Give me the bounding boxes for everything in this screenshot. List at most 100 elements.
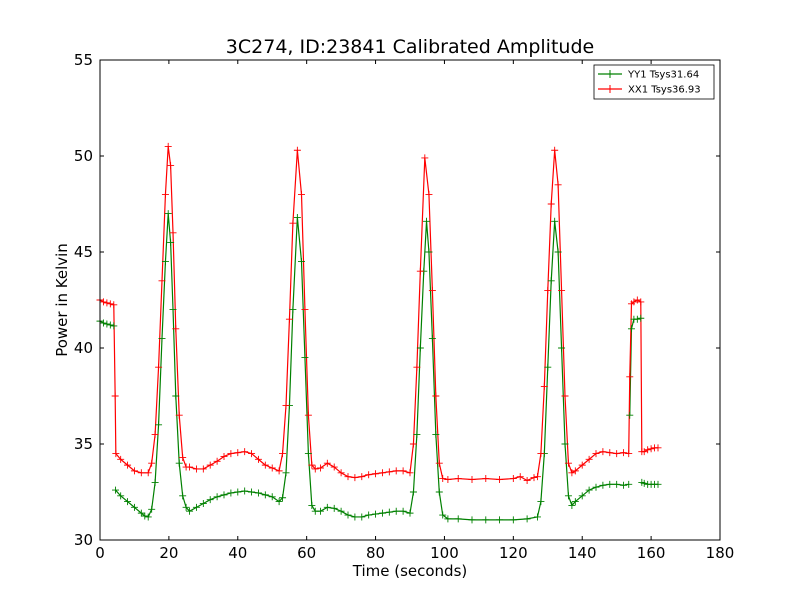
data-point-xx1 <box>544 286 552 294</box>
data-point-xx1 <box>626 373 634 381</box>
data-point-yy1 <box>439 511 447 519</box>
data-point-yy1 <box>409 488 417 496</box>
data-point-yy1 <box>293 213 301 221</box>
data-point-xx1 <box>409 440 417 448</box>
data-point-yy1 <box>406 509 414 517</box>
data-point-xx1 <box>151 430 159 438</box>
data-point-xx1 <box>323 459 331 467</box>
data-point-xx1 <box>509 475 517 483</box>
data-point-yy1 <box>372 510 380 518</box>
x-tick-label: 120 <box>499 544 528 562</box>
data-point-xx1 <box>124 461 132 469</box>
x-tick-label: 160 <box>637 544 666 562</box>
data-point-xx1 <box>432 392 440 400</box>
data-point-xx1 <box>234 449 242 457</box>
y-axis-label: Power in Kelvin <box>53 243 71 357</box>
data-point-yy1 <box>399 507 407 515</box>
data-point-xx1 <box>496 476 504 484</box>
data-point-yy1 <box>316 507 324 515</box>
data-point-yy1 <box>158 334 166 342</box>
data-point-yy1 <box>110 322 118 330</box>
data-point-xx1 <box>530 474 538 482</box>
data-point-yy1 <box>241 487 249 495</box>
data-point-xx1 <box>406 469 414 477</box>
x-tick-label: 100 <box>430 544 459 562</box>
data-point-xx1 <box>106 300 114 308</box>
y-tick-label: 30 <box>74 531 93 549</box>
data-point-yy1 <box>282 469 290 477</box>
x-tick-label: 0 <box>95 544 105 562</box>
data-point-xx1 <box>554 181 562 189</box>
data-point-xx1 <box>540 382 548 390</box>
data-point-yy1 <box>261 491 269 499</box>
data-point-yy1 <box>627 325 635 333</box>
data-point-yy1 <box>599 481 607 489</box>
data-point-xx1 <box>558 286 566 294</box>
data-point-yy1 <box>298 258 305 266</box>
data-point-yy1 <box>554 248 562 256</box>
data-point-yy1 <box>137 509 145 517</box>
x-tick-label: 80 <box>366 544 385 562</box>
data-point-xx1 <box>254 455 262 463</box>
data-point-yy1 <box>301 354 309 362</box>
legend-marker-yy1 <box>606 70 614 78</box>
x-tick-label: 20 <box>159 544 178 562</box>
data-point-xx1 <box>571 467 579 475</box>
data-point-yy1 <box>416 344 424 352</box>
data-point-xx1 <box>213 457 221 465</box>
data-point-xx1 <box>169 229 177 237</box>
data-point-xx1 <box>186 463 194 471</box>
x-tick-label: 180 <box>706 544 735 562</box>
data-point-xx1 <box>275 467 283 475</box>
data-point-xx1 <box>413 363 421 371</box>
series-line-yy1-segment-1 <box>115 213 629 521</box>
data-point-xx1 <box>625 450 633 458</box>
data-point-xx1 <box>167 162 175 170</box>
data-point-xx1 <box>158 277 166 285</box>
data-point-yy1 <box>151 478 159 486</box>
data-point-xx1 <box>428 286 436 294</box>
data-point-yy1 <box>248 488 256 496</box>
data-point-xx1 <box>564 459 572 467</box>
data-point-xx1 <box>399 467 407 475</box>
data-point-yy1 <box>254 489 262 497</box>
data-point-xx1 <box>416 267 424 275</box>
data-point-xx1 <box>378 469 386 477</box>
data-point-xx1 <box>421 154 429 162</box>
data-point-xx1 <box>578 461 586 469</box>
data-point-yy1 <box>509 516 517 524</box>
data-point-yy1 <box>161 258 169 266</box>
x-axis-ticks: 0 20 40 60 80 100 120 140 160 180 <box>95 60 734 562</box>
legend-label-yy1: YY1 Tsys31.64 <box>627 70 699 81</box>
data-point-xx1 <box>585 455 593 463</box>
data-point-yy1 <box>227 489 235 497</box>
data-point-yy1 <box>199 500 207 508</box>
data-point-xx1 <box>392 467 400 475</box>
data-point-yy1 <box>620 481 628 489</box>
data-point-yy1 <box>167 238 175 246</box>
data-point-yy1 <box>428 334 436 342</box>
data-point-xx1 <box>308 461 316 469</box>
data-point-yy1 <box>613 480 621 488</box>
data-point-xx1 <box>372 470 380 478</box>
data-point-yy1 <box>275 498 283 506</box>
data-point-yy1 <box>378 509 386 517</box>
data-point-yy1 <box>103 320 111 328</box>
data-point-yy1 <box>206 496 214 504</box>
data-point-xx1 <box>613 450 621 458</box>
data-point-yy1 <box>537 498 545 506</box>
data-point-yy1 <box>130 503 138 511</box>
data-point-yy1 <box>365 511 373 519</box>
data-point-xx1 <box>439 475 447 483</box>
data-point-xx1 <box>644 446 652 454</box>
data-point-yy1 <box>323 503 331 511</box>
data-point-xx1 <box>647 445 655 453</box>
data-point-yy1 <box>304 450 312 458</box>
data-point-yy1 <box>289 306 297 314</box>
legend: YY1 Tsys31.64 XX1 Tsys36.93 <box>593 64 715 100</box>
data-point-xx1 <box>241 448 249 456</box>
data-point-yy1 <box>308 501 316 509</box>
data-point-yy1 <box>547 277 555 285</box>
data-point-yy1 <box>633 315 641 323</box>
